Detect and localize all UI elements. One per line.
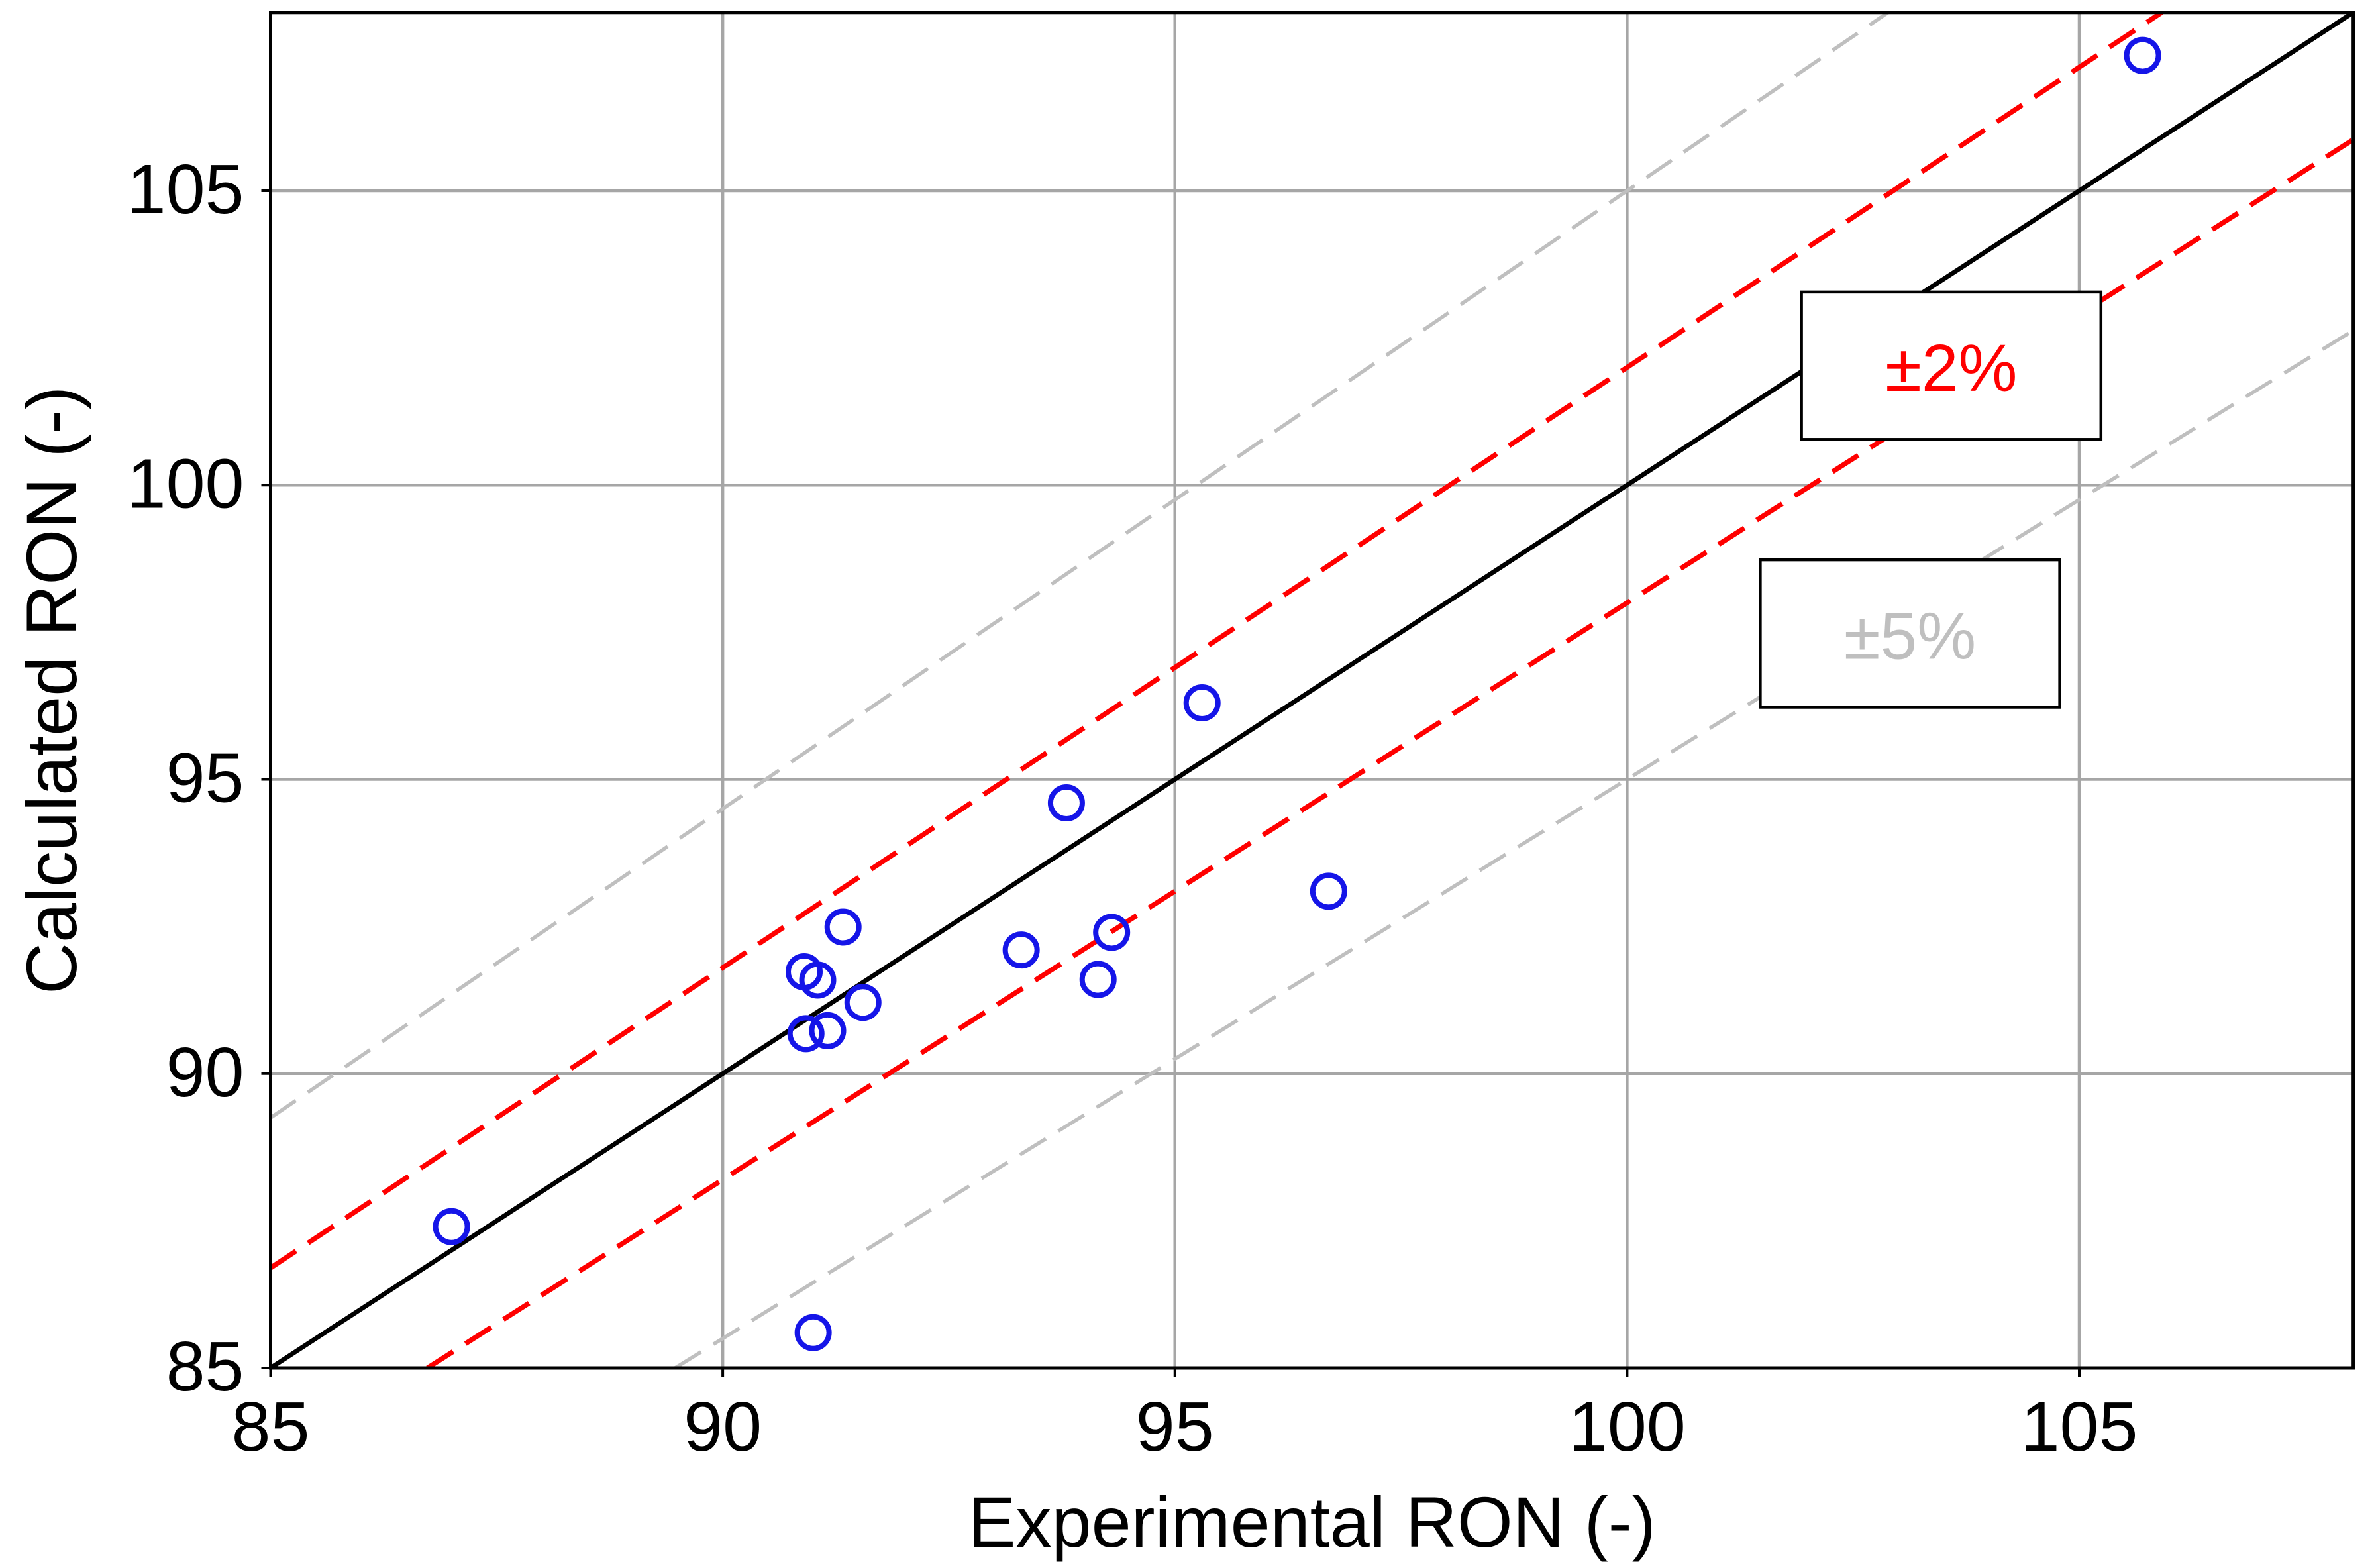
svg-text:95: 95 [166,739,244,817]
svg-text:85: 85 [166,1328,244,1406]
svg-text:90: 90 [166,1033,244,1112]
svg-text:100: 100 [127,444,244,523]
svg-text:105: 105 [127,150,244,229]
svg-text:±5%: ±5% [1844,599,1976,673]
svg-text:Calculated RON (-): Calculated RON (-) [11,386,91,994]
svg-text:Experimental RON (-): Experimental RON (-) [968,1482,1655,1562]
svg-text:±2%: ±2% [1885,331,2017,405]
svg-text:100: 100 [1569,1388,1686,1466]
svg-text:90: 90 [684,1388,762,1466]
svg-text:105: 105 [2021,1388,2138,1466]
svg-text:95: 95 [1136,1388,1214,1466]
